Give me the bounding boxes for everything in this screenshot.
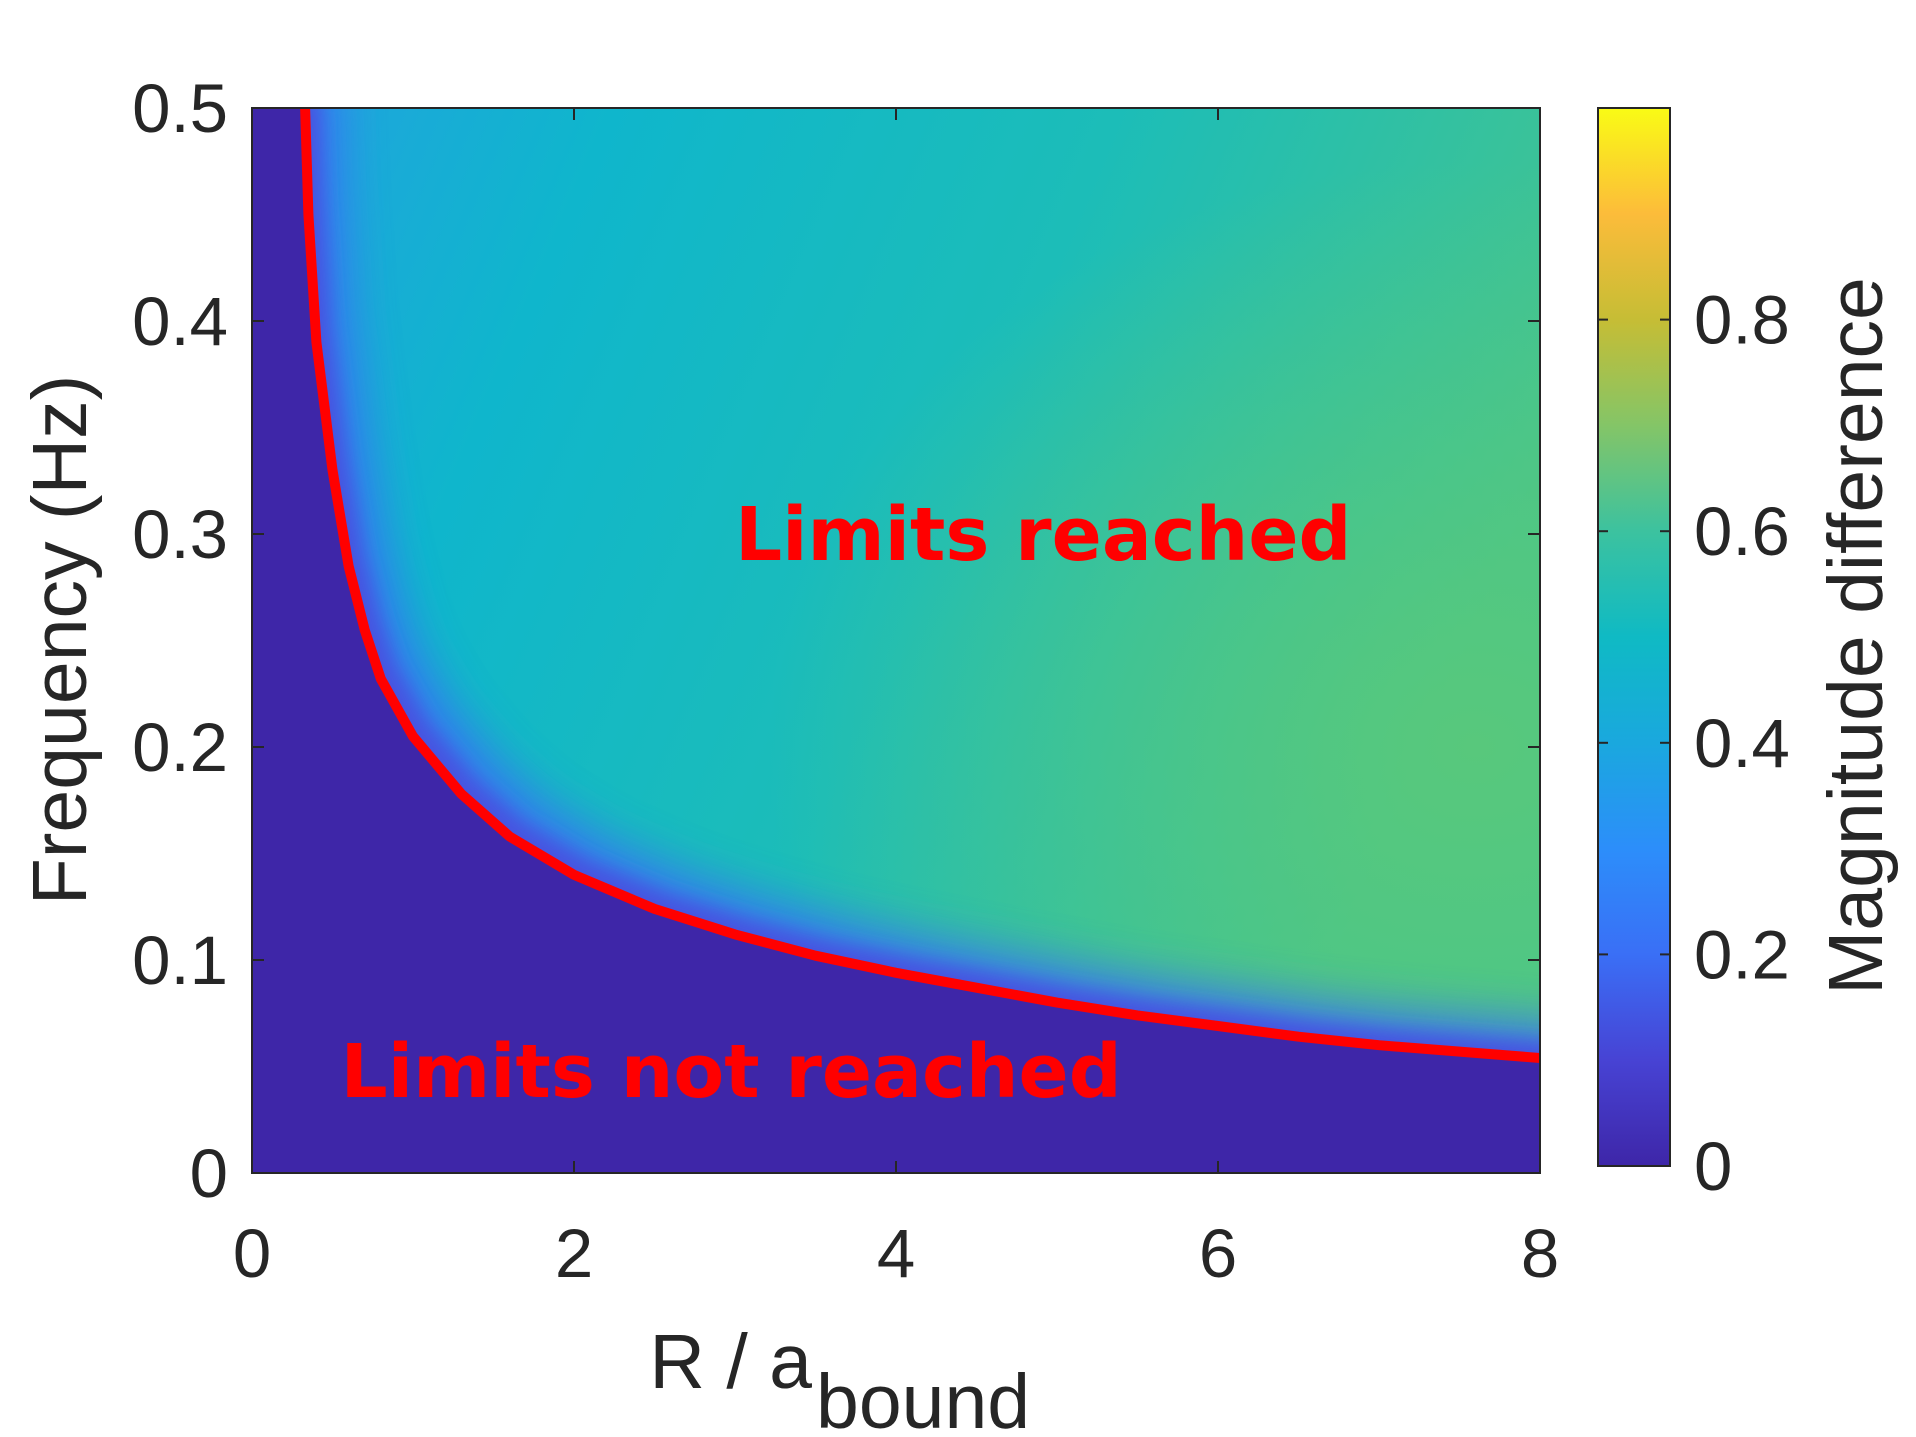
y-tick-marks — [252, 107, 1540, 1174]
colorbar-gradient — [1597, 107, 1671, 1167]
y-tick-label: 0.3 — [132, 496, 228, 573]
y-tick-label: 0 — [190, 1135, 228, 1212]
annotation-limits-reached: Limits reached — [735, 492, 1352, 578]
x-axis-label: R / a — [649, 1319, 812, 1405]
colorbar-label: Magnitude difference — [1813, 277, 1899, 995]
x-tick-label: 4 — [877, 1215, 915, 1292]
x-tick-label: 2 — [555, 1215, 593, 1292]
colorbar: 0 0.2 0.4 0.6 0.8 Magnitude difference — [1597, 107, 1899, 1205]
x-axis-label-subscript: bound — [816, 1359, 1030, 1437]
heatmap-field — [252, 108, 1540, 1173]
x-tick-label: 8 — [1521, 1215, 1559, 1292]
annotation-limits-not-reached: Limits not reached — [341, 1029, 1122, 1115]
x-tick-label: 6 — [1199, 1215, 1237, 1292]
colorbar-tick-label: 0.8 — [1694, 282, 1790, 359]
x-tick-marks — [251, 108, 1541, 1173]
colorbar-tick-label: 0 — [1694, 1128, 1732, 1205]
boundary-curve — [300, 108, 1540, 1063]
y-tick-label: 0.2 — [132, 709, 228, 786]
x-tick-labels: 0 2 4 6 8 — [233, 1215, 1559, 1292]
colorbar-tick-label: 0.6 — [1694, 493, 1790, 570]
low-region — [252, 108, 1540, 1173]
y-tick-label: 0.4 — [132, 283, 228, 360]
y-tick-label: 0.5 — [132, 70, 228, 147]
y-tick-labels: 0 0.1 0.2 0.3 0.4 0.5 — [132, 70, 228, 1212]
y-tick-label: 0.1 — [132, 922, 228, 999]
colorbar-tick-marks — [1598, 318, 1670, 1167]
x-tick-label: 0 — [233, 1215, 271, 1292]
colorbar-tick-label: 0.2 — [1694, 916, 1790, 993]
y-axis-label: Frequency (Hz) — [17, 375, 103, 906]
colorbar-tick-label: 0.4 — [1694, 705, 1790, 782]
